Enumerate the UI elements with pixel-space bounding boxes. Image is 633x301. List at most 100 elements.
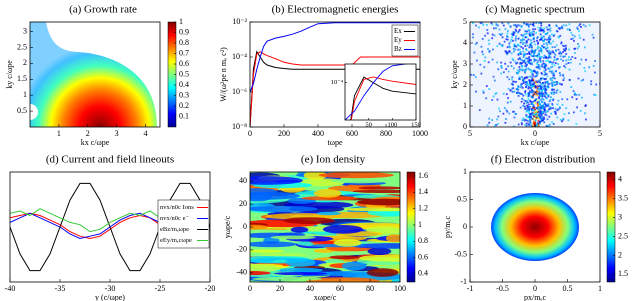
pixel: [492, 75, 495, 78]
pixel: [592, 65, 595, 67]
pixel: [554, 81, 557, 84]
pixel: [538, 100, 541, 102]
pixel: [537, 92, 540, 95]
pixel: [526, 60, 529, 63]
pixel: [548, 49, 551, 52]
colorbar-tick-label: 3.5: [618, 193, 628, 202]
pixel: [545, 111, 547, 114]
pixel: [548, 56, 551, 58]
pixel: [540, 82, 543, 85]
pixel: [548, 83, 551, 85]
pixel: [548, 100, 551, 103]
pixel: [491, 58, 494, 61]
pixel: [533, 81, 536, 84]
pixel: [524, 33, 526, 36]
pixel: [488, 117, 491, 120]
pixel: [531, 109, 534, 112]
x-tick-label: 1: [57, 129, 61, 138]
pixel: [567, 62, 570, 64]
pixel: [535, 110, 538, 113]
pixel: [498, 33, 501, 35]
colorbar-tick-label: 0.8: [418, 236, 428, 245]
y-tick-label: 0: [463, 222, 467, 231]
pixel: [498, 42, 501, 45]
pixel: [585, 58, 587, 61]
pixel: [544, 56, 547, 59]
inset-y-tick-label: 10⁻⁴: [331, 79, 344, 86]
pixel: [539, 104, 541, 106]
pixel: [513, 67, 515, 70]
pixel: [557, 48, 560, 51]
pixel: [534, 81, 537, 83]
pixel: [505, 38, 508, 41]
pixel: [533, 60, 536, 63]
pixel: [540, 56, 543, 58]
pixel: [535, 98, 538, 100]
pixel: [483, 66, 486, 69]
pixel: [584, 70, 586, 73]
pixel: [553, 64, 556, 67]
pixel: [537, 45, 539, 48]
pixel: [484, 56, 487, 59]
pixel: [503, 107, 506, 109]
streak: [356, 198, 400, 206]
pixel: [540, 78, 542, 81]
x-tick-label: 0: [533, 129, 537, 138]
pixel: [563, 77, 566, 80]
pixel: [544, 63, 547, 66]
pixel: [482, 90, 485, 92]
pixel: [528, 112, 530, 114]
pixel: [525, 32, 528, 35]
pixel: [541, 77, 544, 80]
pixel: [480, 72, 483, 75]
pixel: [534, 119, 537, 122]
pixel: [544, 71, 547, 74]
pixel: [524, 61, 527, 63]
pixel: [524, 71, 526, 74]
pixel: [544, 95, 546, 98]
x-tick-label: -20: [205, 284, 216, 293]
streak: [301, 195, 358, 201]
pixel: [512, 110, 514, 113]
pixel: [560, 58, 563, 61]
pixel: [512, 31, 515, 34]
pixel: [528, 60, 531, 63]
colorbar-tick-label: 3: [618, 212, 622, 221]
streak: [385, 234, 400, 243]
pixel: [544, 55, 547, 58]
x-tick-label: 20: [276, 284, 284, 293]
pixel: [536, 39, 538, 42]
pixel: [527, 67, 530, 70]
pixel: [541, 84, 544, 86]
pixel: [510, 83, 513, 85]
pixel: [535, 55, 538, 57]
pixel: [476, 41, 478, 44]
pixel: [557, 36, 560, 39]
streak: [303, 172, 328, 180]
pixel: [526, 44, 529, 47]
inset-lines: [345, 64, 416, 120]
pixel: [541, 73, 543, 76]
pixel: [601, 58, 603, 60]
pixel: [520, 122, 523, 124]
pixel: [528, 121, 531, 124]
streak: [270, 235, 316, 240]
pixel: [574, 52, 576, 54]
legend-label: Ex: [394, 27, 402, 35]
pixel: [603, 65, 605, 67]
pixel: [534, 108, 537, 111]
pixel: [517, 95, 520, 97]
pixel: [541, 89, 543, 92]
pixel: [526, 23, 529, 26]
pixel: [541, 120, 544, 122]
x-axis-label: xωpe/c: [314, 293, 337, 301]
pixel: [562, 59, 564, 62]
pixel: [520, 46, 523, 48]
pixel: [535, 115, 538, 118]
pixel: [528, 124, 531, 127]
pixel: [512, 59, 515, 61]
pixel: [542, 87, 545, 90]
pixel: [531, 105, 534, 108]
pixel: [583, 67, 586, 69]
pixel: [538, 106, 540, 108]
